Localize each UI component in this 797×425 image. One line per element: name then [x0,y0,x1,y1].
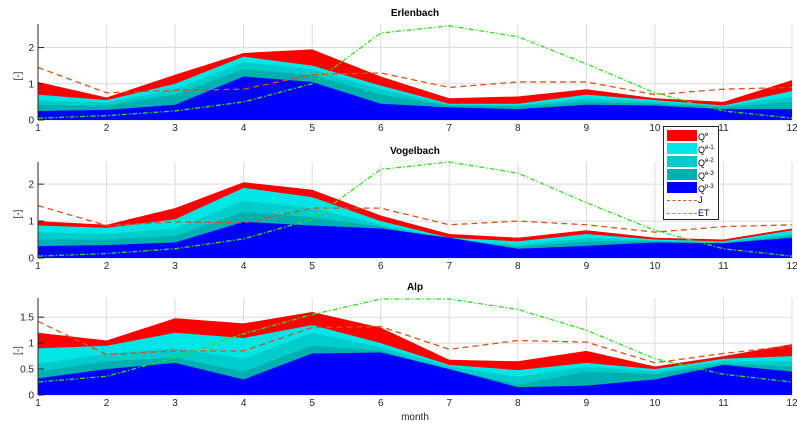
x-tick-label: 2 [104,123,110,134]
x-tick-label: 6 [378,123,384,134]
line-j [37,204,793,233]
legend-label: Qe-2 [698,158,714,168]
x-tick-label: 4 [241,123,247,134]
x-tick-label: 9 [584,398,590,409]
y-axis-label: [-] [13,209,24,218]
y-tick-label: 1 [28,339,34,350]
legend-line [667,213,697,214]
x-tick-label: 12 [786,261,797,272]
x-tick-label: 8 [515,398,521,409]
legend-swatch [667,156,697,167]
legend-label: ET [698,208,710,218]
x-tick-label: 10 [649,261,661,272]
area-qp-3 [38,352,792,395]
x-tick-label: 10 [649,123,661,134]
y-tick-label: 0 [28,116,34,127]
x-tick-label: 12 [786,398,797,409]
y-tick-label: 1.5 [20,313,34,324]
panel-title: Vogelbach [390,146,440,157]
legend-swatch [667,143,697,154]
line-j [37,66,793,96]
x-tick-label: 1 [35,261,41,272]
y-tick-label: 0 [28,254,34,265]
y-tick-label: 0 [28,391,34,402]
x-tick-label: 4 [241,398,247,409]
x-tick-label: 7 [446,123,452,134]
x-tick-label: 7 [446,398,452,409]
x-tick-label: 3 [172,123,178,134]
x-tick-label: 5 [309,398,315,409]
x-tick-label: 2 [104,398,110,409]
legend-swatch [667,182,697,193]
x-tick-label: 5 [309,261,315,272]
legend-swatch [667,169,697,180]
y-tick-label: 1 [28,79,34,90]
x-tick-label: 9 [584,123,590,134]
line-j [37,320,793,364]
x-axis-label: month [401,412,429,423]
area-qp-3 [38,76,792,120]
legend-label: Qe-3 [698,171,714,181]
x-tick-label: 8 [515,261,521,272]
x-tick-label: 1 [35,398,41,409]
line-et [37,298,793,383]
legend-line [667,200,697,201]
y-tick-label: 2 [28,43,34,54]
x-tick-label: 3 [172,398,178,409]
x-tick-label: 5 [309,123,315,134]
legend: Qe Qe-1 Qe-2 Qe-3 Qp-3 J ET [663,126,719,220]
y-axis-label: [-] [13,71,24,80]
y-axis-label: [-] [13,346,24,355]
panel-title: Erlenbach [391,8,439,19]
legend-swatch [667,130,697,141]
x-tick-label: 8 [515,123,521,134]
x-tick-label: 12 [786,123,797,134]
x-tick-label: 11 [718,398,729,409]
panel-title: Alp [407,282,423,293]
legend-label: Qe-1 [698,145,714,155]
x-tick-label: 7 [446,261,452,272]
x-tick-label: 4 [241,261,247,272]
x-tick-label: 9 [584,261,590,272]
x-tick-label: 11 [718,123,729,134]
legend-label: Qp-3 [698,184,714,194]
x-tick-label: 6 [378,261,384,272]
legend-label: Qe [698,132,709,142]
x-tick-label: 2 [104,261,110,272]
x-tick-label: 11 [718,261,729,272]
x-tick-label: 6 [378,398,384,409]
legend-label: J [698,195,703,205]
x-tick-label: 10 [649,398,661,409]
y-tick-label: 2 [28,180,34,191]
y-tick-label: 1 [28,217,34,228]
x-tick-label: 1 [35,123,41,134]
area-qp-3 [38,221,792,258]
y-tick-label: 0.5 [20,365,34,376]
x-tick-label: 3 [172,261,178,272]
